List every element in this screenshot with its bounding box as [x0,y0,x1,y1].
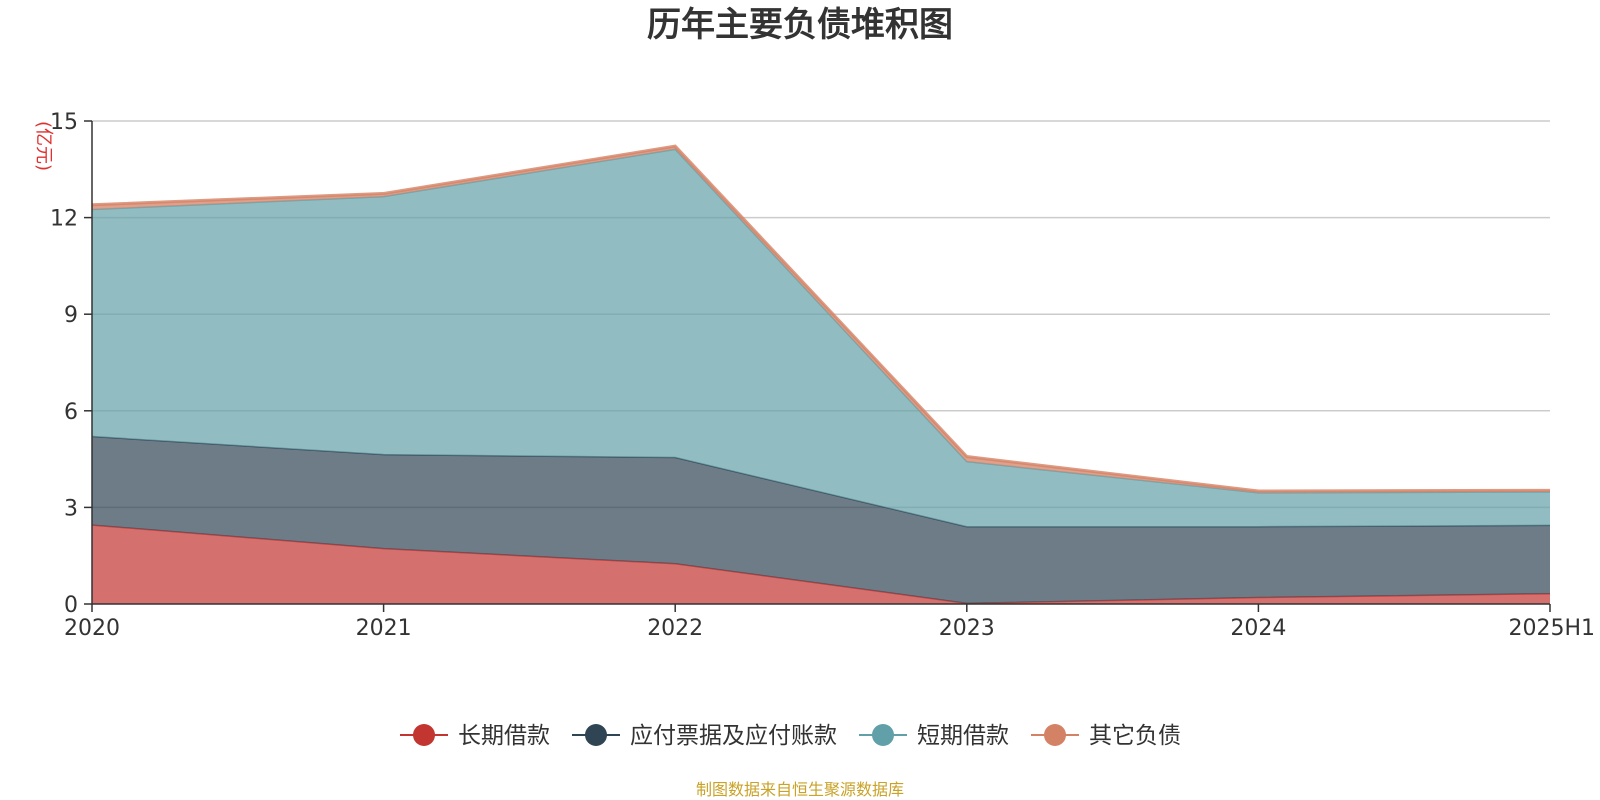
y-tick-label: 3 [64,496,78,521]
legend-marker [413,724,435,746]
legend-label: 其它负债 [1089,723,1181,749]
area-series-3 [92,149,1550,527]
area-series-2 [92,436,1550,604]
chart-title: 历年主要负债堆积图 [647,5,953,45]
legend-label: 短期借款 [917,723,1009,749]
legend-label: 长期借款 [458,723,550,749]
y-tick-label: 12 [50,207,78,232]
source-note: 制图数据来自恒生聚源数据库 [695,780,904,799]
legend-marker [872,724,894,746]
y-axis-label: (亿元) [33,121,54,171]
y-tick-label: 0 [64,593,78,618]
legend-marker [585,724,607,746]
x-tick-label: 2021 [356,616,412,641]
x-tick-label: 2020 [64,616,120,641]
y-tick-label: 15 [50,110,78,135]
x-tick-label: 2025H1 [1508,616,1595,641]
legend-marker [1044,724,1066,746]
x-tick-label: 2024 [1230,616,1286,641]
y-tick-label: 9 [64,303,78,328]
series-line-4 [91,144,1551,493]
y-tick-label: 6 [64,400,78,425]
x-tick-label: 2023 [939,616,995,641]
area-series-1 [92,525,1550,604]
x-tick-label: 2022 [647,616,703,641]
legend-label: 应付票据及应付账款 [630,723,837,749]
